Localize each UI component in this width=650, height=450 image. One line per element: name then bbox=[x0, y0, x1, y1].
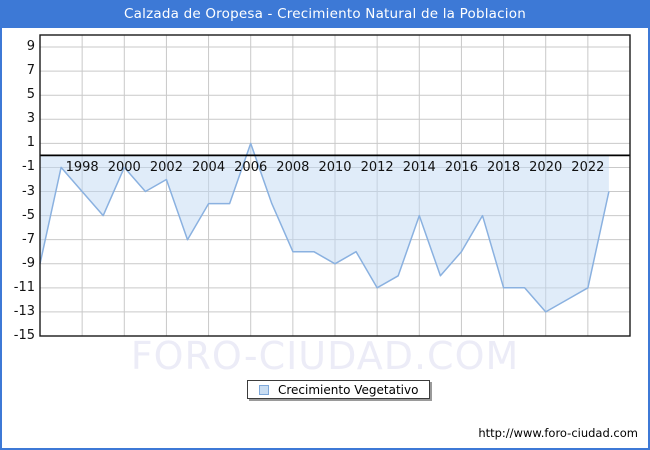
y-tick-label: -13 bbox=[13, 303, 35, 319]
legend-swatch-icon bbox=[259, 384, 269, 395]
data-line bbox=[39, 142, 610, 313]
y-tick-label: 7 bbox=[26, 63, 35, 79]
legend: Crecimiento Vegetativo bbox=[247, 380, 431, 399]
x-tick-label: 2008 bbox=[276, 160, 310, 176]
x-tick-label: 2012 bbox=[360, 160, 394, 176]
y-tick-label: -15 bbox=[13, 328, 35, 343]
y-tick-label: -3 bbox=[22, 183, 35, 199]
x-tick-label: 2002 bbox=[149, 160, 183, 176]
y-tick-label: -9 bbox=[22, 255, 35, 271]
y-tick-label: 9 bbox=[26, 39, 35, 55]
x-tick-label: 2014 bbox=[402, 160, 436, 176]
page-title: Calzada de Oropesa - Crecimiento Natural… bbox=[124, 6, 526, 22]
x-tick-label: 2000 bbox=[107, 160, 141, 176]
watermark-text: FORO-CIUDAD.COM bbox=[130, 334, 520, 378]
area-fill bbox=[40, 143, 609, 312]
x-tick-label: 2018 bbox=[487, 160, 521, 176]
title-bar: Calzada de Oropesa - Crecimiento Natural… bbox=[0, 0, 650, 28]
x-tick-label: 2016 bbox=[444, 160, 478, 176]
x-tick-label: 2010 bbox=[318, 160, 352, 176]
x-tick-label: 2006 bbox=[234, 160, 268, 176]
legend-label: Crecimiento Vegetativo bbox=[278, 382, 419, 397]
y-tick-label: 3 bbox=[26, 111, 35, 127]
y-tick-label: -11 bbox=[13, 279, 35, 295]
y-tick-label: 5 bbox=[26, 87, 35, 103]
x-tick-label: 2004 bbox=[192, 160, 226, 176]
y-tick-label: 1 bbox=[26, 135, 35, 151]
y-tick-label: -5 bbox=[22, 207, 35, 223]
x-tick-label: 1998 bbox=[65, 160, 99, 176]
y-tick-label: -1 bbox=[22, 159, 35, 175]
plot-border bbox=[39, 34, 631, 337]
x-tick-label: 2022 bbox=[571, 160, 605, 176]
x-tick-label: 2020 bbox=[529, 160, 563, 176]
footer-url-link[interactable]: http://www.foro-ciudad.com bbox=[478, 426, 638, 440]
y-tick-label: -7 bbox=[22, 231, 35, 247]
